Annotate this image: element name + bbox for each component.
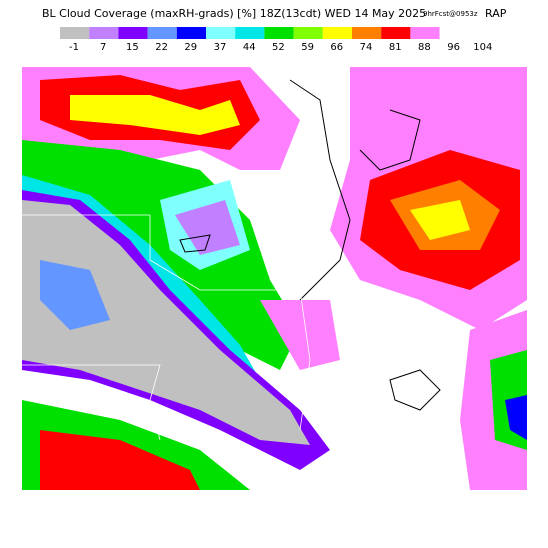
coastlines [179,79,441,411]
legend-label: 52 [272,42,285,53]
legend-label: 104 [473,42,492,53]
legend-swatch [118,27,148,39]
legend-swatch [264,27,294,39]
cloud-area [40,430,200,490]
cloud-area [505,395,527,440]
cloud-area [410,200,470,240]
legend-label: 22 [155,42,168,53]
legend-swatch [322,27,352,39]
border-line [299,289,311,431]
model-name: RAP [485,7,507,20]
legend-swatch [381,27,411,39]
legend-label: 74 [360,42,373,53]
legend-swatch [147,27,177,39]
legend-label: 15 [126,42,139,53]
legend-label: 81 [389,42,402,53]
state-borders [22,214,311,441]
legend-swatch [60,27,90,39]
legend-label: 7 [100,42,106,53]
legend-label: 37 [214,42,227,53]
legend-swatch [410,27,440,39]
lake-area [300,90,340,160]
cloud-area [260,300,340,370]
legend-swatch [176,27,206,39]
legend-label: 96 [447,42,460,53]
legend-label: 88 [418,42,431,53]
cloud-area [40,260,110,330]
shoreline [359,109,421,171]
legend-label: -1 [69,42,79,53]
shoreline [179,234,211,253]
color-legend: -1 7 15 22 29 37 44 52 59 66 74 81 88 96 104 [60,27,492,53]
legend-swatch [235,27,265,39]
legend-swatch [89,27,119,39]
legend-label: 66 [330,42,343,53]
forecast-info: 9hrFcst@0953z [423,10,478,18]
legend-label: 44 [243,42,256,53]
cloud-area [70,95,240,135]
shoreline [289,79,351,301]
legend-swatch [352,27,382,39]
map-field [22,67,527,490]
cloud-area [22,200,310,445]
border-line [149,215,300,291]
legend-swatch [206,27,236,39]
legend-label: 29 [184,42,197,53]
legend-swatch [293,27,323,39]
border-line [22,364,161,441]
map-title: BL Cloud Coverage (maxRH-grads) [%] 18Z(… [42,7,426,20]
legend-label: 59 [301,42,314,53]
cloud-area [175,200,240,255]
shoreline [389,369,441,411]
legend-swatch [439,27,469,39]
